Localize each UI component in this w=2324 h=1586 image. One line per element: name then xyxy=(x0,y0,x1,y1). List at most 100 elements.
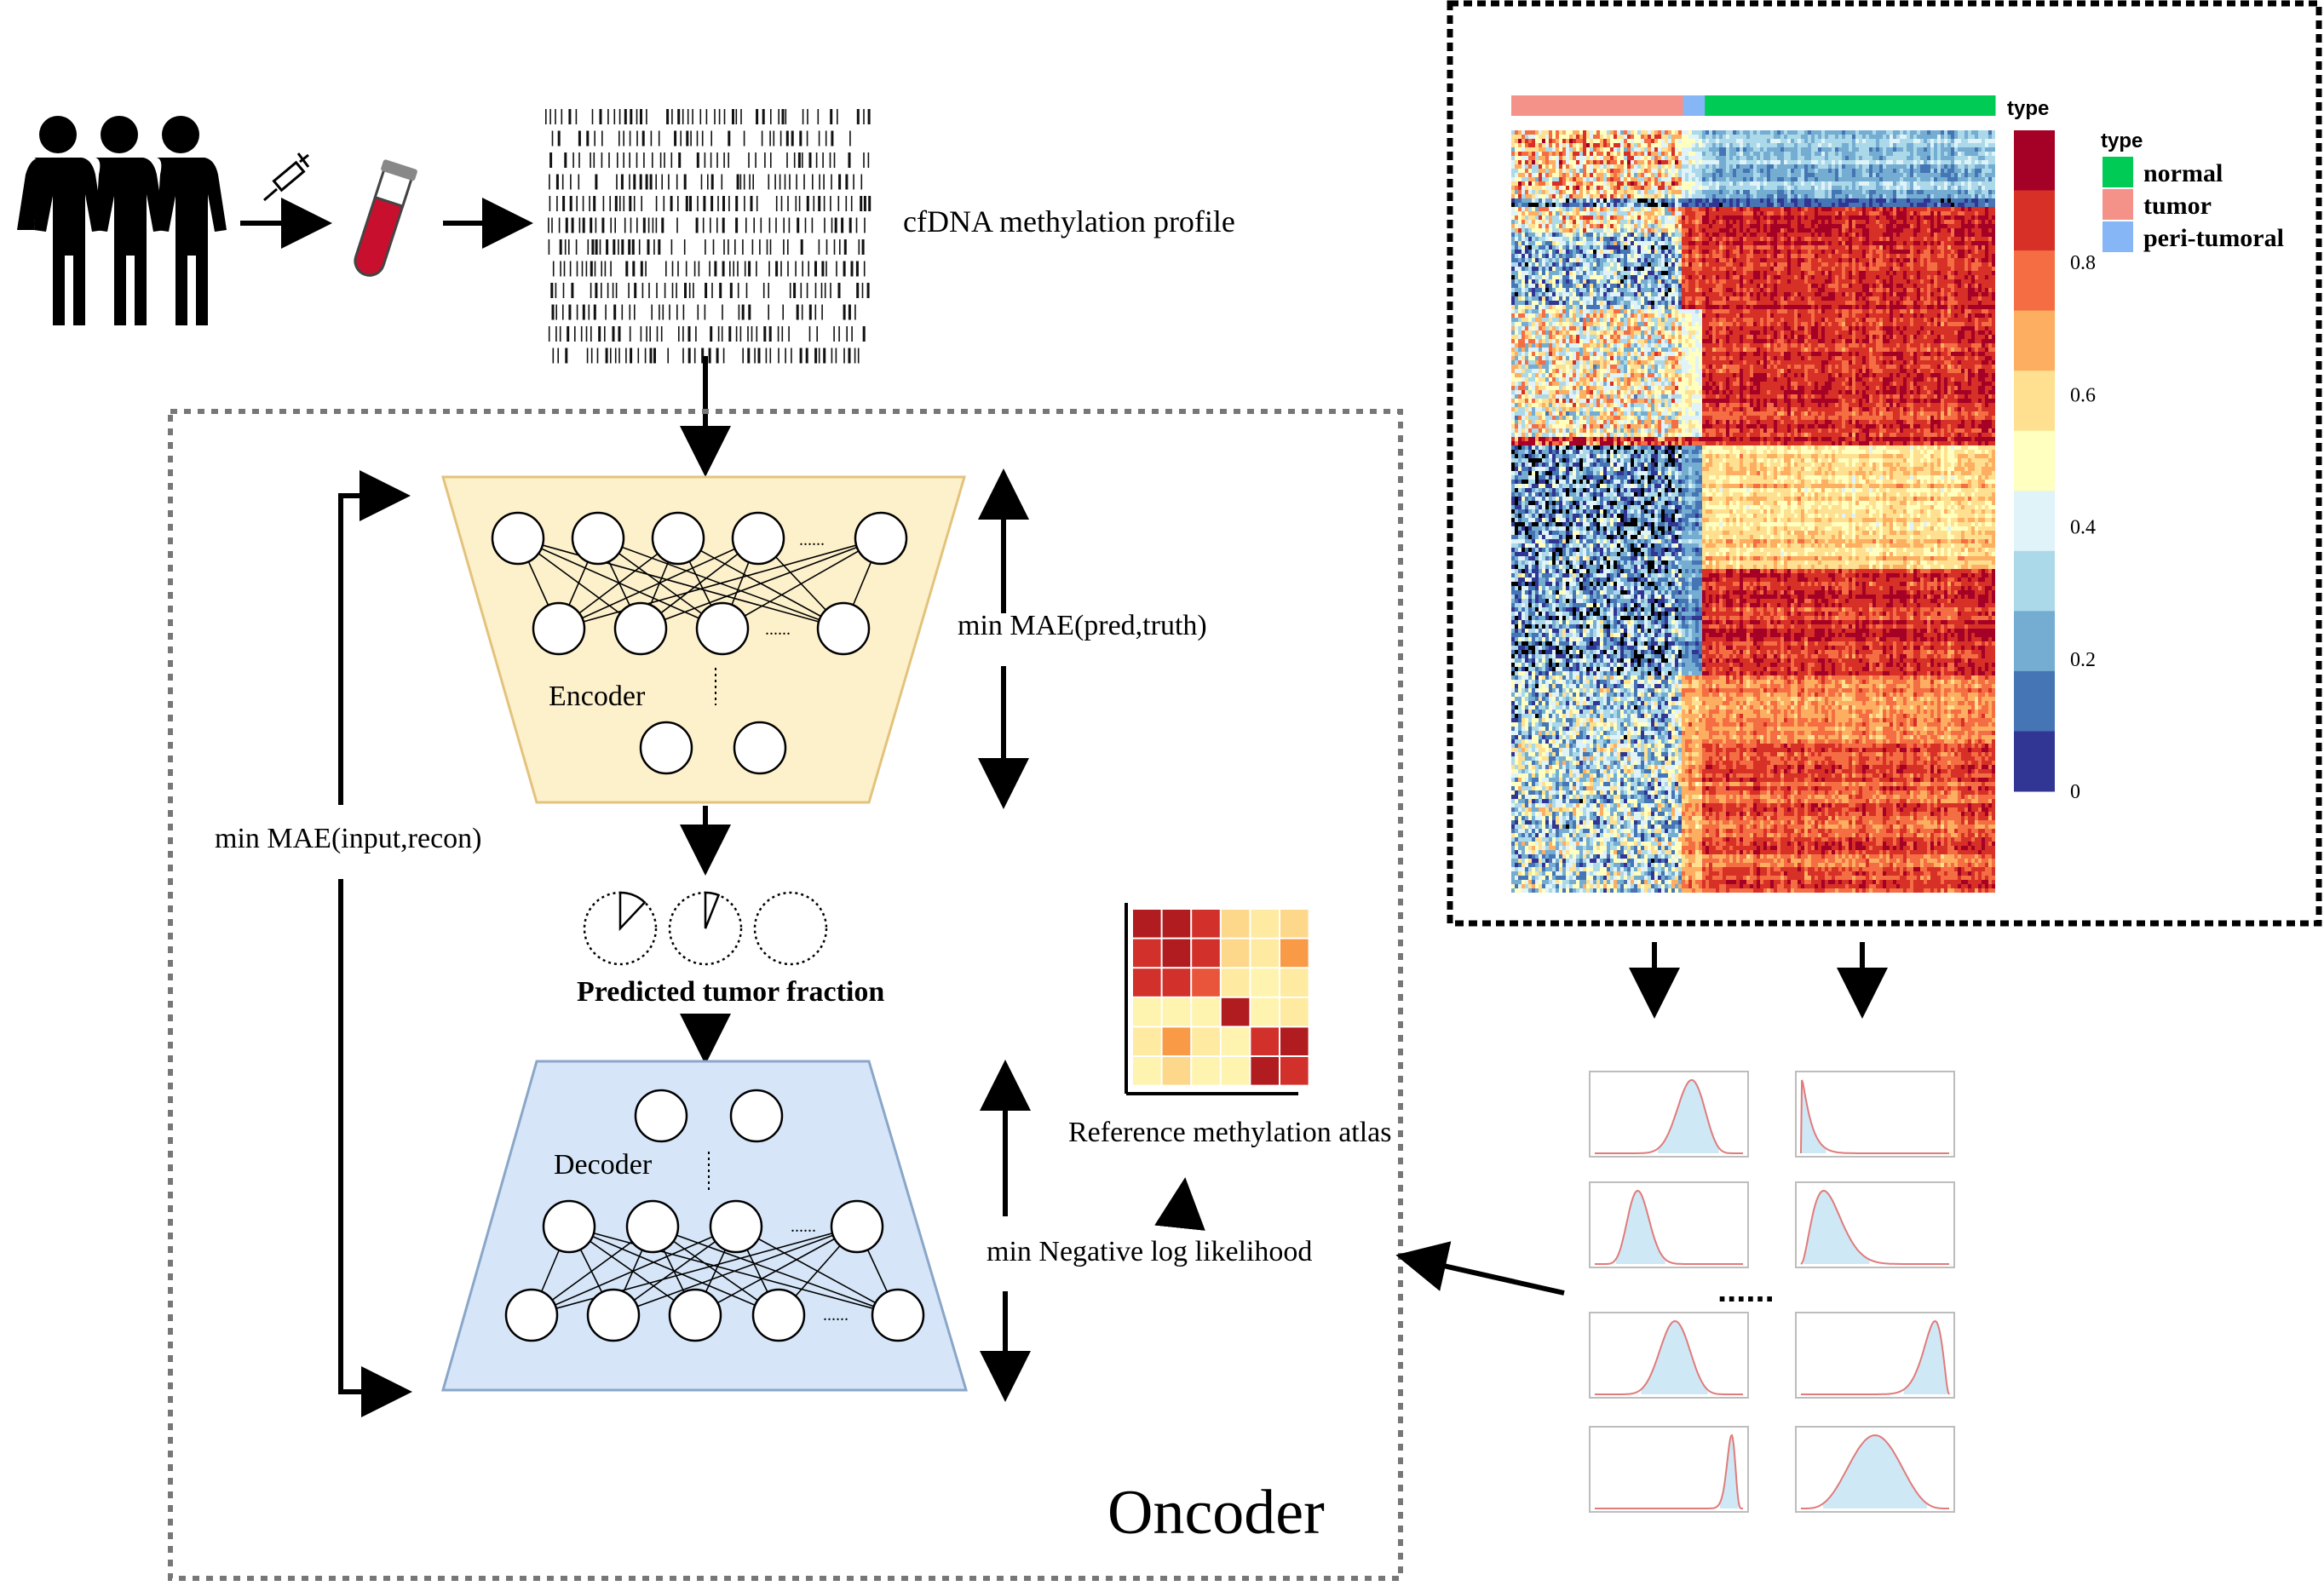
atlas-cell xyxy=(1163,940,1191,968)
beta-ellipsis: ...... xyxy=(1717,1272,1775,1309)
neuron-ellipsis: ...... xyxy=(765,620,791,639)
atlas-cell xyxy=(1163,1057,1191,1085)
atlas-cell xyxy=(1192,940,1220,968)
neuron xyxy=(627,1201,678,1252)
neuron xyxy=(670,1290,721,1341)
legend-swatch xyxy=(2103,221,2133,252)
neuron xyxy=(818,603,869,654)
atlas-cell xyxy=(1133,998,1161,1026)
atlas-cell xyxy=(1280,998,1309,1026)
atlas-cell xyxy=(1133,1057,1161,1085)
atlas-cell xyxy=(1251,910,1279,938)
atlas-cell xyxy=(1222,940,1250,968)
colorbar-step xyxy=(2014,431,2055,491)
atlas-cell xyxy=(1192,910,1220,938)
legend-label: peri-tumoral xyxy=(2143,224,2284,252)
tumor-fraction-pies xyxy=(584,893,826,964)
atlas-cell xyxy=(1251,998,1279,1026)
fraction-pie xyxy=(755,893,826,964)
atlas-cell xyxy=(1192,998,1220,1026)
neuron xyxy=(831,1201,883,1252)
neuron xyxy=(615,603,666,654)
atlas-cell xyxy=(1251,940,1279,968)
atlas-cell xyxy=(1222,1057,1250,1085)
legend-label: normal xyxy=(2143,159,2223,187)
colorbar-step xyxy=(2014,311,2055,371)
atlas-cell xyxy=(1222,910,1250,938)
atlas-cell xyxy=(1192,1057,1220,1085)
neuron xyxy=(697,603,748,654)
colorbar-tick: 0.4 xyxy=(2070,517,2096,539)
legend-title: type xyxy=(2101,129,2143,152)
arrow-loop-down xyxy=(341,879,402,1392)
annotation-segment xyxy=(1705,95,1995,116)
arrow-loop-up xyxy=(341,496,400,805)
neuron xyxy=(544,1201,595,1252)
colorbar-step xyxy=(2014,551,2055,612)
neuron xyxy=(734,722,785,773)
atlas-cell xyxy=(1133,910,1161,938)
oncoder-title: Oncoder xyxy=(1107,1478,1325,1548)
atlas-cell xyxy=(1251,1057,1279,1085)
atlas-cell xyxy=(1280,968,1309,997)
colorbar-tick: 0.8 xyxy=(2070,252,2096,274)
atlas-cell xyxy=(1163,968,1191,997)
neuron xyxy=(710,1201,762,1252)
predicted-fraction-label: Predicted tumor fraction xyxy=(577,976,884,1008)
min-mae-input-label: min MAE(input,recon) xyxy=(215,823,482,854)
colorbar-step xyxy=(2014,371,2055,431)
neuron xyxy=(533,603,584,654)
atlas-cell xyxy=(1163,910,1191,938)
arrow-nll-to-atlas xyxy=(1181,1187,1184,1220)
atlas-cell xyxy=(1280,940,1309,968)
colorbar-step xyxy=(2014,130,2055,191)
reference-atlas-label: Reference methylation atlas xyxy=(1068,1117,1392,1148)
neuron xyxy=(588,1290,639,1341)
neuron xyxy=(572,513,624,564)
atlas-cell xyxy=(1222,1027,1250,1055)
reference-atlas-matrix xyxy=(1131,908,1312,1089)
colorbar-step xyxy=(2014,191,2055,251)
annotation-title: type xyxy=(2007,97,2049,120)
neuron xyxy=(506,1290,557,1341)
annotation-segment xyxy=(1683,95,1706,116)
encoder-label: Encoder xyxy=(549,681,646,712)
neuron-ellipsis: ...... xyxy=(791,1217,816,1236)
atlas-cell xyxy=(1192,968,1220,997)
colorbar-step xyxy=(2014,611,2055,671)
neuron-ellipsis: ...... xyxy=(799,531,825,549)
type-annotation-bar xyxy=(1511,95,1996,116)
colorbar-step xyxy=(2014,250,2055,311)
atlas-cell xyxy=(1163,1027,1191,1055)
atlas-cell xyxy=(1280,910,1309,938)
legend-label: tumor xyxy=(2143,192,2212,220)
colorbar-step xyxy=(2014,671,2055,732)
blood-tube-icon xyxy=(348,159,418,280)
neuron-ellipsis: ...... xyxy=(823,1306,848,1325)
neuron xyxy=(492,513,544,564)
atlas-cell xyxy=(1222,968,1250,997)
atlas-cell xyxy=(1163,998,1191,1026)
atlas-cell xyxy=(1133,1027,1161,1055)
colorbar-tick: 0.6 xyxy=(2070,384,2096,406)
colorbar-step xyxy=(2014,732,2055,792)
decoder-label: Decoder xyxy=(554,1149,653,1181)
neuron xyxy=(636,1090,687,1141)
atlas-cell xyxy=(1280,1027,1309,1055)
heatmap-legend: normal tumor peri-tumoral xyxy=(2103,157,2284,252)
neuron xyxy=(653,513,704,564)
arrow-betas-to-nll xyxy=(1406,1257,1564,1293)
neuron xyxy=(731,1090,782,1141)
beta-plot-frame xyxy=(1590,1182,1748,1267)
atlas-cell xyxy=(1280,1057,1309,1085)
annotation-segment xyxy=(1511,95,1683,116)
colorbar-tick: 0.2 xyxy=(2070,649,2096,671)
neuron xyxy=(641,722,692,773)
atlas-cell xyxy=(1251,1027,1279,1055)
patients-icon xyxy=(17,116,227,325)
atlas-cell xyxy=(1222,998,1250,1026)
neuron xyxy=(753,1290,804,1341)
atlas-cell xyxy=(1192,1027,1220,1055)
min-nll-label: min Negative log likelihood xyxy=(987,1236,1312,1267)
